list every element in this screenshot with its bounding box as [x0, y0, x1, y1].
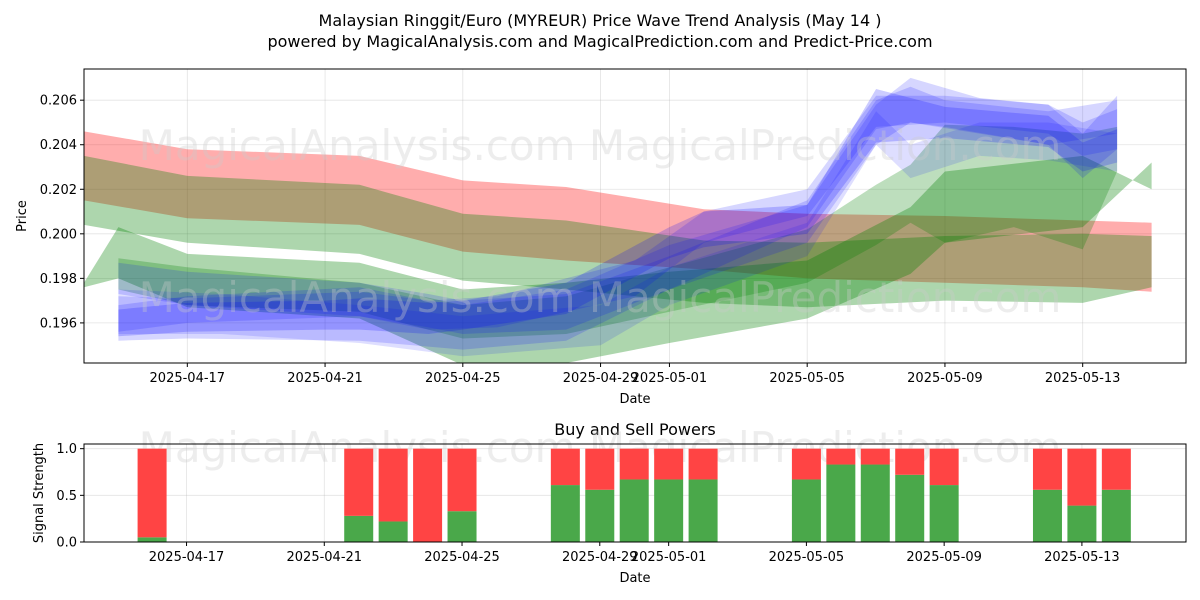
- wave-band-blue-7: [118, 95, 1118, 332]
- price-y-tick-label: 0.206: [40, 94, 77, 109]
- sell-bar: [688, 448, 718, 480]
- signal-y-tick-label: 0.5: [56, 489, 77, 504]
- wave-band-blue-6: [118, 86, 1118, 334]
- buy-bar: [1032, 489, 1062, 542]
- signal-y-ticks: 0.0 0.5 1.0: [56, 442, 84, 551]
- buy-bar: [619, 479, 649, 542]
- wave-band-blue-5: [118, 77, 1118, 350]
- buy-bar: [895, 474, 925, 542]
- price-x-tick-label: 2025-05-05: [769, 371, 845, 386]
- sell-bar: [860, 448, 890, 465]
- price-watermark-2: MagicalAnalysis.com MagicalPrediction.co…: [139, 273, 1062, 322]
- price-y-tick-label: 0.196: [40, 316, 77, 331]
- price-x-tick-label: 2025-04-17: [150, 371, 226, 386]
- signal-x-label: Date: [619, 571, 650, 586]
- buy-bar: [344, 515, 374, 542]
- buy-bar: [378, 521, 408, 542]
- signal-y-label: Signal Strength: [32, 443, 47, 543]
- sell-bar: [654, 448, 684, 480]
- buy-bar: [654, 479, 684, 542]
- sell-bar: [413, 448, 443, 542]
- sell-bar: [1067, 448, 1097, 506]
- price-chart: MagicalAnalysis.com MagicalPrediction.co…: [15, 68, 1187, 407]
- price-watermark-1: MagicalAnalysis.com MagicalPrediction.co…: [139, 121, 1062, 170]
- price-grid: [84, 69, 1186, 363]
- chart-title-line1: Malaysian Ringgit/Euro (MYREUR) Price Wa…: [319, 11, 882, 30]
- wave-band-green-2: [84, 155, 1152, 363]
- signal-chart-title: Buy and Sell Powers: [554, 420, 716, 439]
- price-x-tick-label: 2025-05-09: [907, 371, 983, 386]
- wave-band-blue-4: [118, 89, 1118, 337]
- price-y-label: Price: [15, 200, 30, 232]
- price-x-tick-label: 2025-05-13: [1045, 371, 1121, 386]
- signal-x-tick-label: 2025-04-17: [149, 550, 225, 565]
- sell-bar: [447, 448, 477, 512]
- sell-bar: [550, 448, 580, 486]
- sell-bar: [1032, 448, 1062, 490]
- chart-title-line2: powered by MagicalAnalysis.com and Magic…: [267, 32, 932, 51]
- price-x-tick-label: 2025-05-01: [632, 371, 708, 386]
- signal-y-tick-label: 0.0: [56, 536, 77, 551]
- wave-band-blue-8: [118, 111, 1118, 357]
- wave-band-green-3: [118, 124, 1118, 339]
- sell-bar: [344, 448, 374, 516]
- signal-x-tick-label: 2025-05-01: [631, 550, 707, 565]
- signal-bars: [137, 448, 1131, 542]
- buy-bar: [688, 479, 718, 542]
- sell-bar: [585, 448, 615, 490]
- wave-band-red-0: [84, 131, 1152, 292]
- buy-bar: [860, 464, 890, 542]
- price-x-tick-label: 2025-04-25: [425, 371, 501, 386]
- signal-x-tick-label: 2025-05-13: [1044, 550, 1120, 565]
- buy-bar: [447, 511, 477, 542]
- price-y-tick-label: 0.200: [40, 227, 77, 242]
- signal-x-tick-label: 2025-04-29: [562, 550, 638, 565]
- sell-bar: [791, 448, 821, 480]
- buy-bar: [585, 489, 615, 542]
- buy-bar: [791, 479, 821, 542]
- price-y-ticks: 0.196 0.198 0.200 0.202 0.204 0.206: [40, 94, 84, 331]
- buy-bar: [137, 537, 167, 542]
- price-y-tick-label: 0.204: [40, 138, 77, 153]
- buy-bar: [826, 464, 856, 542]
- signal-x-tick-label: 2025-04-25: [424, 550, 500, 565]
- signal-plot-frame: [83, 443, 1187, 543]
- signal-y-tick-label: 1.0: [56, 442, 77, 457]
- signal-x-tick-label: 2025-04-21: [287, 550, 363, 565]
- signal-x-tick-label: 2025-05-05: [769, 550, 845, 565]
- buy-bar: [1101, 489, 1131, 542]
- price-x-ticks: 2025-04-17 2025-04-21 2025-04-25 2025-04-29…: [150, 363, 1121, 386]
- sell-bar: [895, 448, 925, 475]
- sell-bar: [619, 448, 649, 480]
- sell-bar: [1101, 448, 1131, 490]
- wave-band-green-1: [84, 155, 1152, 308]
- buy-bar: [550, 485, 580, 542]
- price-plot-frame: [83, 68, 1187, 364]
- signal-x-ticks: 2025-04-17 2025-04-21 2025-04-25 2025-04-29…: [149, 542, 1120, 565]
- sell-bar: [137, 448, 167, 538]
- price-x-tick-label: 2025-04-29: [563, 371, 639, 386]
- sell-bar: [929, 448, 959, 486]
- sell-bar: [378, 448, 408, 522]
- signal-x-tick-label: 2025-05-09: [906, 550, 982, 565]
- buy-bar: [1067, 505, 1097, 542]
- price-x-label: Date: [619, 392, 650, 407]
- sell-bar: [826, 448, 856, 465]
- signal-chart: Buy and Sell Powers MagicalAnalysis.com …: [32, 420, 1187, 586]
- price-wave-bands: [84, 77, 1152, 363]
- price-y-tick-label: 0.202: [40, 183, 77, 198]
- price-y-tick-label: 0.198: [40, 272, 77, 287]
- price-x-tick-label: 2025-04-21: [287, 371, 363, 386]
- buy-bar: [929, 485, 959, 542]
